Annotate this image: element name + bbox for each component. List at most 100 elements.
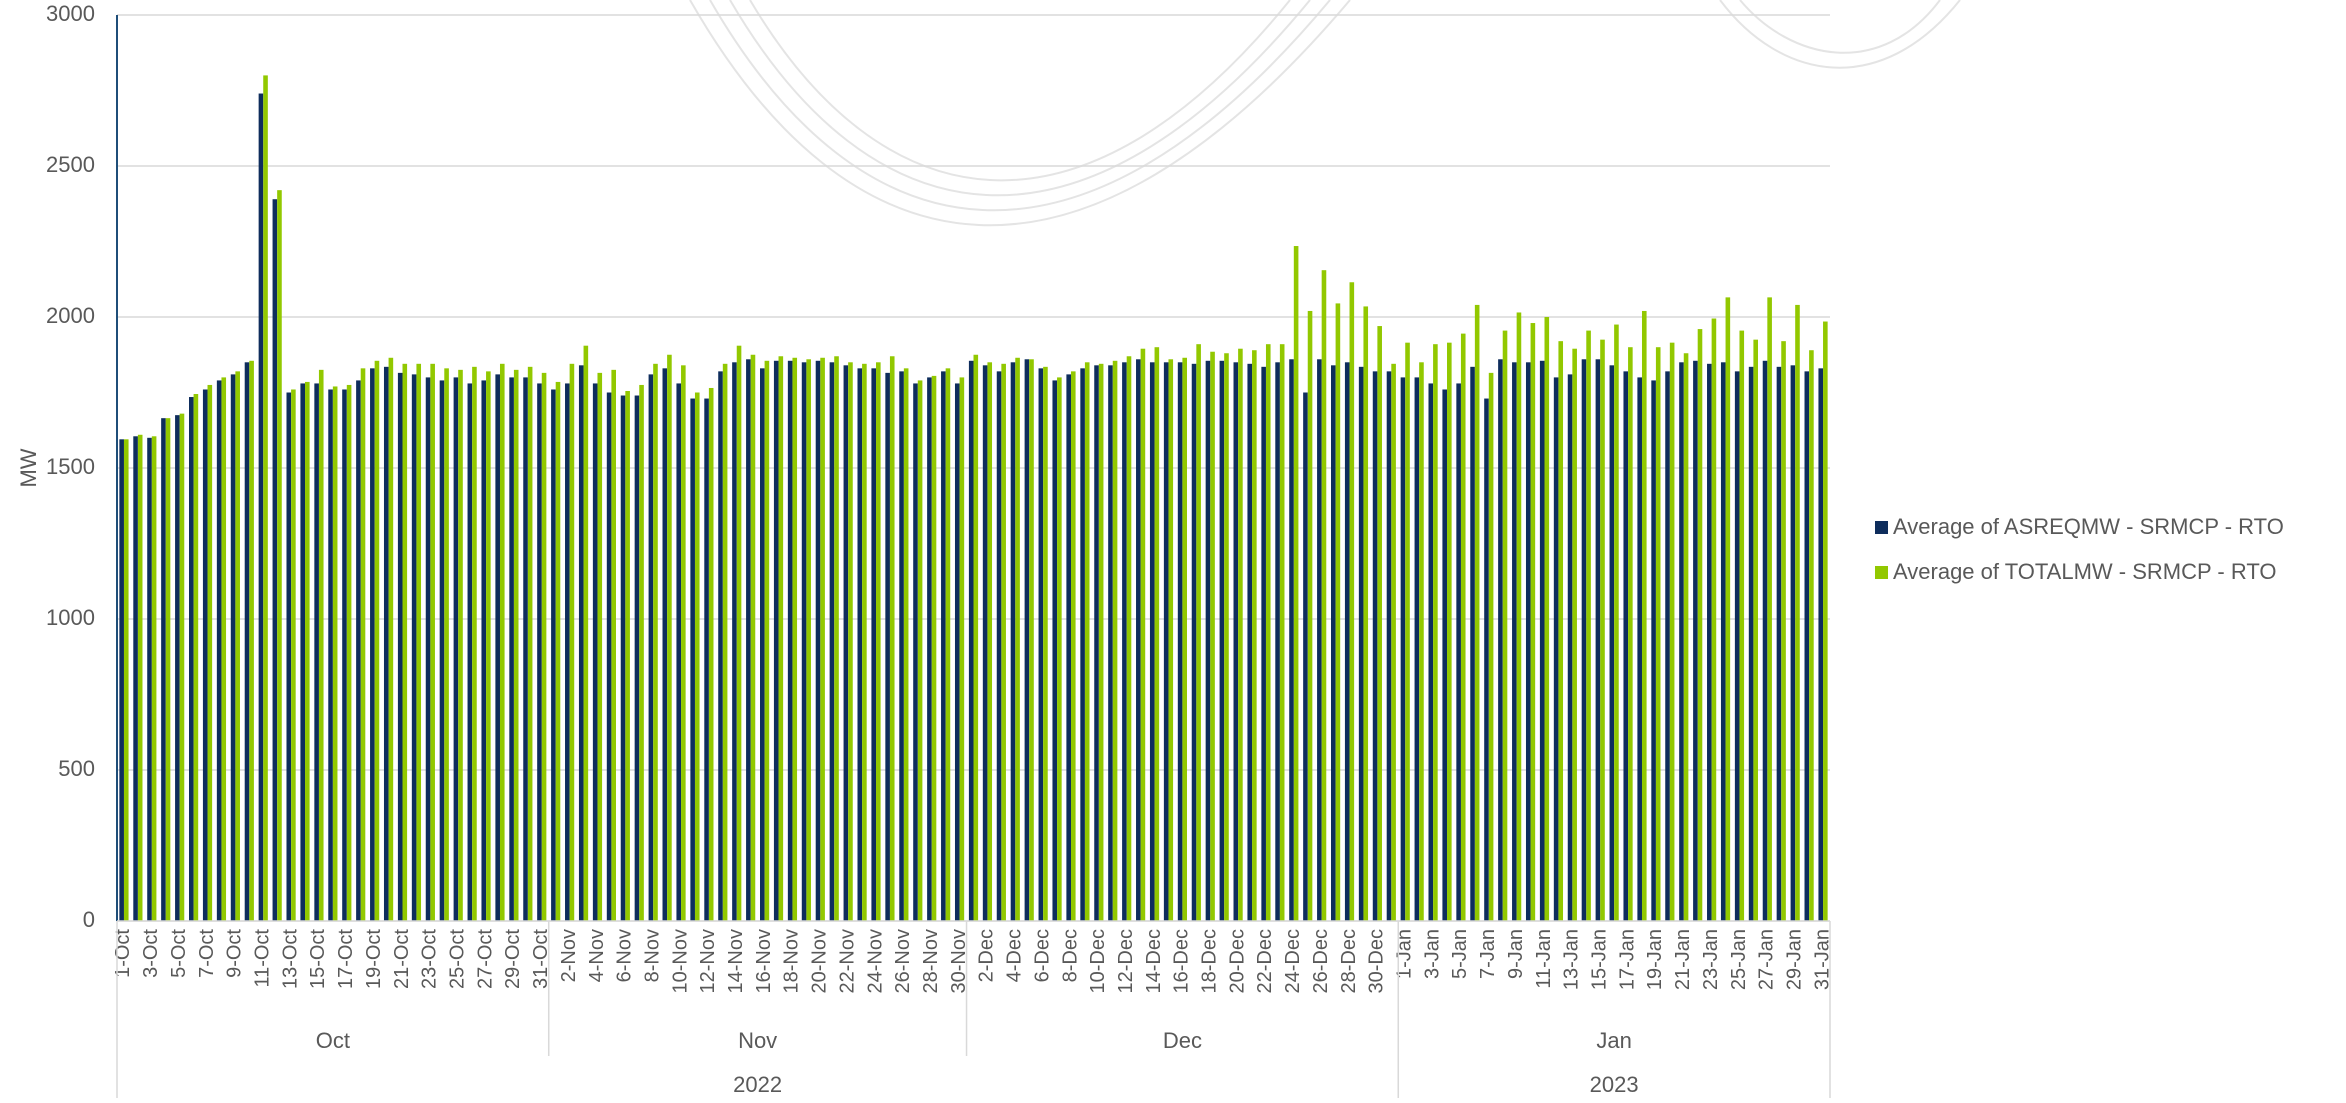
bar [318,369,324,922]
bar [1108,365,1113,921]
bar [1516,312,1522,922]
bar [1015,357,1020,921]
bar [541,372,547,921]
bar [1331,365,1336,921]
bar [1233,362,1239,921]
bar [1553,377,1559,921]
bar [1414,377,1420,921]
bar [773,360,779,921]
bar [885,372,890,921]
bar [736,345,742,921]
bar [1595,359,1601,921]
bar [1344,362,1350,921]
bar [1098,363,1104,921]
x-tick-label: 4-Dec [1004,929,1026,982]
x-tick-label: 8-Nov [641,929,663,982]
x-tick-label: 17-Oct [335,929,357,989]
bar [662,368,668,922]
bar [467,383,473,921]
x-tick-label: 22-Dec [1254,929,1276,993]
bar [1001,363,1006,921]
x-tick-label: 2-Nov [558,929,580,982]
year-label: 2022 [733,1072,782,1097]
y-tick-label: 2500 [46,152,95,177]
bar [1238,348,1243,922]
bar [235,371,240,921]
bar [1247,363,1253,921]
bar [1084,362,1090,921]
legend-label: Average of ASREQMW - SRMCP - RTO [1893,514,2284,539]
bar [634,395,640,921]
bar [1823,321,1828,921]
bar [328,389,333,922]
bar [551,389,556,922]
x-tick-label: 19-Jan [1644,929,1666,990]
bar [411,374,417,921]
bar [996,371,1002,921]
bar [230,374,236,921]
bar [1456,383,1461,921]
month-label: Jan [1596,1028,1631,1053]
month-label: Nov [738,1028,777,1053]
bar [1651,380,1656,921]
x-tick-label: 28-Nov [920,929,942,993]
bar [625,390,630,921]
x-tick-label: 1-Oct [112,929,134,978]
bar [123,439,129,921]
bar [1080,368,1085,922]
y-tick-label: 1000 [46,605,95,630]
bar [848,362,853,921]
x-tick-label: 14-Nov [725,929,747,993]
bar [606,392,612,921]
bar [1637,377,1642,921]
bar [388,357,394,921]
bar [806,359,811,921]
bar [216,380,222,921]
bar [1628,347,1633,921]
x-tick-label: 1-Jan [1394,929,1416,979]
bar [1623,371,1629,921]
bar [332,386,338,922]
bar [244,362,250,921]
x-tick-label: 14-Dec [1143,929,1165,993]
bar [903,368,909,922]
bar [272,199,278,922]
y-tick-label: 3000 [46,1,95,26]
bar [1219,360,1225,921]
month-label: Dec [1163,1028,1202,1053]
bar [857,368,863,922]
bar [439,380,445,921]
bar [987,362,993,921]
x-tick-label: 6-Dec [1031,929,1053,982]
x-tick-label: 12-Nov [697,929,719,993]
x-tick-label: 17-Jan [1616,929,1638,990]
bar [555,381,561,921]
bar [862,363,867,921]
bar [746,359,751,921]
bar [374,360,380,921]
bar [161,418,166,921]
x-tick-label: 18-Dec [1199,929,1221,993]
bar [1261,366,1266,922]
x-tick-label: 24-Nov [864,929,886,993]
bar [917,380,923,921]
bar [648,374,654,921]
bar [286,392,292,921]
bar [982,365,988,921]
x-tick-label: 15-Oct [307,929,329,989]
bar [931,375,937,921]
bar [1502,330,1508,922]
x-tick-label: 9-Oct [224,929,246,978]
bar [360,368,366,922]
bar [1697,329,1703,922]
bar [1512,362,1517,921]
bar [1010,362,1016,921]
x-tick-label: 7-Jan [1477,929,1499,979]
bar [787,360,793,921]
bar [1321,270,1327,921]
x-tick-label: 19-Oct [363,929,385,989]
bar [207,384,213,921]
bar [1038,368,1044,922]
